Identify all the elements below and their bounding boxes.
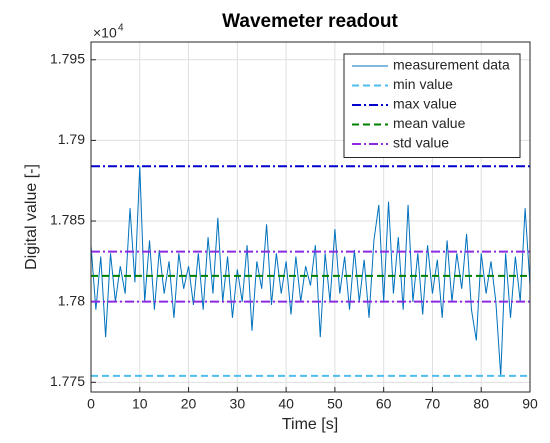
x-tick-label: 0 [87, 396, 95, 412]
x-tick-label: 40 [278, 396, 294, 412]
x-tick-label: 50 [327, 396, 343, 412]
y-tick-label: 1.785 [50, 212, 85, 228]
y-tick-label: 1.78 [58, 292, 85, 308]
x-tick-label: 60 [376, 396, 392, 412]
x-tick-label: 20 [181, 396, 197, 412]
data-line [90, 166, 531, 376]
x-tick-label: 70 [425, 396, 441, 412]
x-tick-label: 90 [522, 396, 538, 412]
y-tick-label: 1.79 [58, 131, 85, 147]
x-axis-label: Time [s] [282, 416, 338, 433]
legend-label: std value [393, 135, 449, 151]
legend-label: mean value [393, 115, 466, 131]
y-tick-label: 1.775 [50, 373, 85, 389]
chart-title: Wavemeter readout [222, 11, 398, 32]
y-axis-label: Digital value [-] [23, 164, 40, 270]
legend-label: max value [393, 96, 457, 112]
x-tick-label: 80 [473, 396, 489, 412]
x-tick-label: 10 [132, 396, 148, 412]
legend-label: measurement data [393, 57, 510, 73]
legend-label: min value [393, 76, 453, 92]
y-multiplier-exponent: 4 [118, 23, 124, 34]
y-multiplier: ×10 [93, 25, 117, 41]
y-tick-label: 1.795 [50, 50, 85, 66]
x-tick-label: 30 [230, 396, 246, 412]
plot-frame [90, 41, 531, 393]
